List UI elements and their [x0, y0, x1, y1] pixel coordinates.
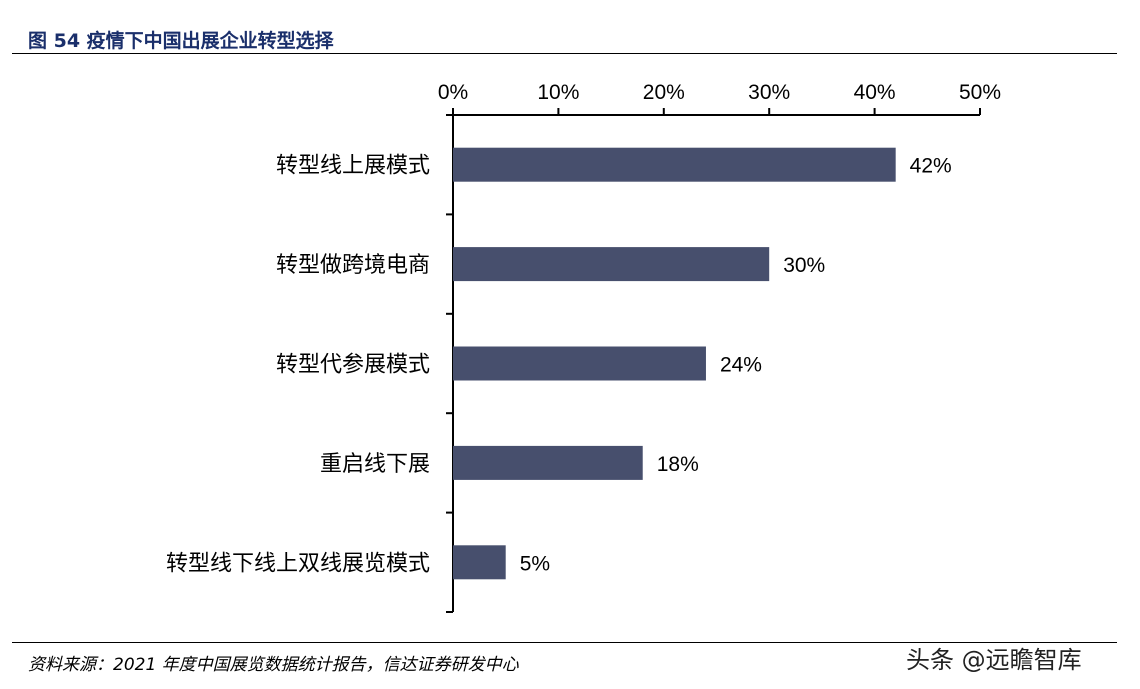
data-label: 5%	[520, 552, 550, 575]
x-tick-label: 0%	[438, 81, 468, 104]
data-label: 18%	[657, 453, 699, 476]
title-divider	[12, 53, 1117, 54]
category-label: 转型做跨境电商	[276, 253, 430, 278]
figure-title: 图 54 疫情下中国出展企业转型选择	[28, 30, 334, 52]
data-label: 30%	[783, 254, 825, 277]
category-label: 转型线上展模式	[276, 154, 430, 179]
data-label: 24%	[720, 354, 762, 377]
x-tick-label: 50%	[959, 81, 1001, 104]
source-note: 资料来源：2021 年度中国展览数据统计报告，信达证券研发中心	[28, 655, 519, 675]
bar	[453, 445, 643, 480]
x-tick-label: 20%	[643, 81, 685, 104]
bar	[453, 346, 706, 381]
x-tick-label: 10%	[537, 81, 579, 104]
category-label: 重启线下展	[320, 452, 430, 477]
bar	[453, 247, 770, 282]
bar-chart: 0% 10% 20% 30% 40% 50% 转型线上展模式 42% 转型做跨境电商 30% 转型代…	[166, 81, 1001, 613]
source-divider	[12, 642, 1117, 643]
x-tick-label: 40%	[854, 81, 896, 104]
category-label: 转型线下线上双线展览模式	[166, 551, 430, 576]
watermark-text: 头条 @远瞻智库	[906, 646, 1082, 674]
data-label: 42%	[910, 155, 952, 178]
category-label: 转型代参展模式	[276, 353, 430, 378]
bar	[453, 147, 896, 182]
bar	[453, 545, 506, 580]
x-tick-label: 30%	[748, 81, 790, 104]
